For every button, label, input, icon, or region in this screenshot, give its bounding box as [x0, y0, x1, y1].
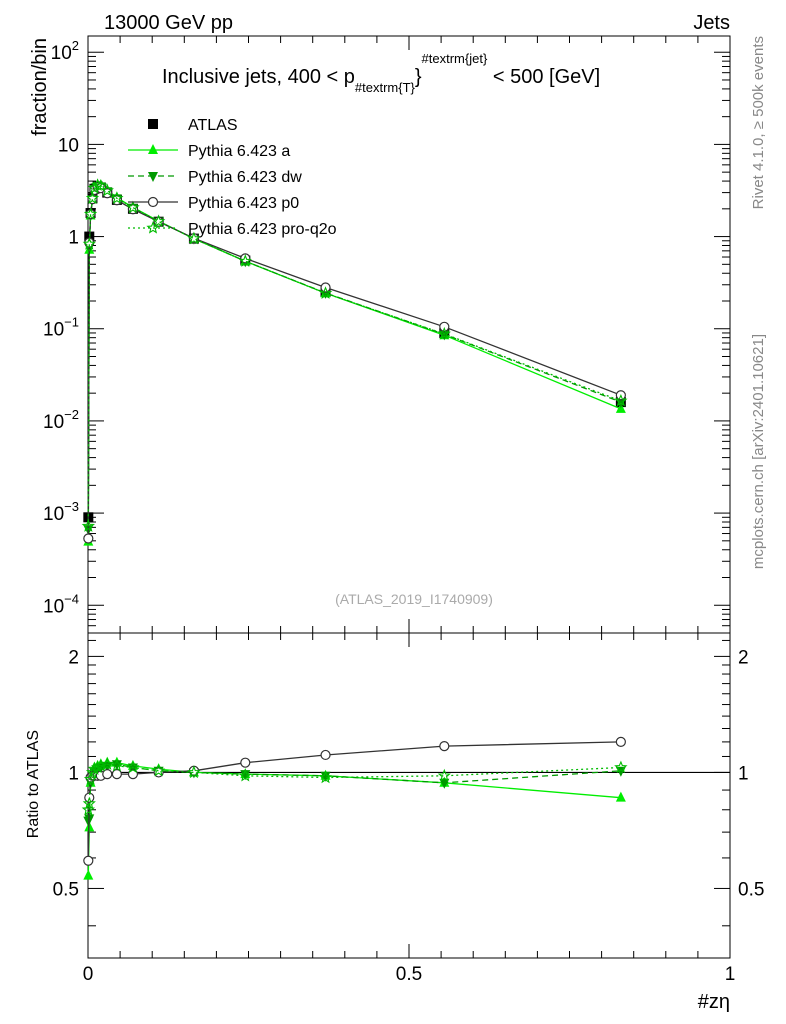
ratio-line-pythia_p0	[87, 741, 621, 861]
ratio-line-pythia_proq2o	[87, 763, 621, 810]
data-point-pythia_proq2o	[152, 214, 166, 228]
y-axis-label: fraction/bin	[29, 38, 51, 136]
ratio-point-pythia_p0	[240, 757, 251, 768]
data-point-pythia_proq2o	[238, 254, 252, 267]
chart-title: Inclusive jets, 400 < p#textrm{T}}#textr…	[162, 51, 600, 95]
y-tick-label: 10−3	[43, 499, 79, 525]
data-point-pythia_proq2o	[437, 326, 451, 340]
series-line-pythia_a	[87, 184, 622, 542]
data-point-pythia_proq2o	[187, 231, 201, 245]
ratio-y-axis-label: Ratio to ATLAS	[25, 730, 42, 838]
y-tick-label: 102	[51, 38, 79, 64]
ratio-point-pythia_proq2o	[437, 768, 451, 782]
data-point-pythia_proq2o	[318, 286, 333, 299]
ratio-plot-frame	[87, 632, 731, 959]
ratio-point-pythia_p0	[102, 769, 113, 780]
y-tick-label: 10−1	[43, 315, 79, 341]
ratio-point-pythia_proq2o	[110, 758, 124, 772]
side-text-top: Rivet 4.1.0, ≥ 500k events	[750, 36, 767, 209]
x-tick-label: 1	[725, 964, 736, 985]
ratio-point-pythia_proq2o	[82, 796, 96, 810]
legend-marker-pythia_proq2o	[146, 220, 160, 234]
legend-marker-pythia_dw	[148, 172, 158, 182]
data-point-pythia_proq2o	[82, 236, 96, 250]
ratio-point-pythia_proq2o	[614, 760, 628, 774]
legend-marker-data	[148, 119, 158, 129]
ratio-point-pythia_dw	[439, 778, 450, 789]
ratio-point-pythia_proq2o	[187, 765, 201, 779]
ratio-point-pythia_proq2o	[238, 768, 252, 782]
ratio-y-tick-label: 0.5	[53, 879, 79, 900]
x-axis-label: #zη	[698, 991, 730, 1013]
x-tick-label: 0	[83, 964, 94, 985]
ratio-y-tick-label-right: 2	[738, 647, 749, 668]
ratio-y-tick-label: 1	[68, 763, 79, 784]
axis-ticks: 0 0.5 1 102 10 1 10−1 10−2 10−3 10−4 0.5 0.5 1 1 2 2	[43, 36, 764, 985]
ratio-point-pythia_p0	[111, 769, 122, 780]
data-point-pythia_proq2o	[110, 191, 124, 205]
x-tick-label: 0.5	[396, 964, 422, 985]
ratio-point-pythia_proq2o	[318, 770, 333, 784]
series-line-pythia_p0	[87, 186, 622, 539]
data-point-pythia_proq2o	[94, 178, 108, 192]
legend-label-pythia_p0: Pythia 6.423 p0	[188, 195, 299, 212]
data-point-pythia_proq2o	[85, 191, 100, 205]
data-point-pythia_proq2o	[83, 207, 98, 220]
ratio-point-pythia_proq2o	[94, 758, 108, 772]
data-point-pythia_proq2o	[100, 183, 114, 197]
ratio-series-layer	[81, 736, 730, 880]
main-plot-frame	[87, 35, 731, 634]
ratio-point-pythia_p0	[320, 749, 331, 761]
header-left: 13000 GeV pp	[104, 12, 233, 34]
data-point-pythia_p0	[83, 533, 94, 544]
data-point-pythia_proq2o	[126, 200, 140, 214]
ratio-point-pythia_proq2o	[126, 760, 140, 774]
ratio-y-tick-label-right: 0.5	[738, 879, 764, 900]
side-text-bottom: mcplots.cern.ch [arXiv:2401.10621]	[750, 334, 767, 569]
ratio-point-pythia_proq2o	[100, 757, 114, 770]
legend-marker-pythia_p0	[147, 196, 159, 208]
legend-label-data: ATLAS	[188, 117, 238, 134]
ratio-point-pythia_p0	[83, 855, 94, 866]
y-tick-label: 10	[58, 135, 79, 156]
legend: ATLAS Pythia 6.423 a Pythia 6.423 dw Pythia…	[128, 117, 337, 238]
series-line-pythia_dw	[87, 185, 622, 530]
data-point-pythia_proq2o	[81, 519, 96, 532]
ratio-point-pythia_proq2o	[83, 772, 98, 785]
y-tick-label: 1	[68, 228, 79, 249]
ratio-y-tick-label-right: 1	[738, 763, 749, 784]
legend-marker-pythia_a	[148, 144, 158, 154]
legend-label-pythia_dw: Pythia 6.423 dw	[188, 169, 302, 186]
ratio-point-pythia_p0	[439, 741, 450, 752]
ratio-point-pythia_a	[615, 791, 626, 802]
ratio-point-pythia_p0	[615, 736, 626, 748]
data-point-pythia_proq2o	[614, 393, 628, 407]
data-point-pythia_dw	[439, 330, 450, 341]
ratio-point-pythia_a	[83, 869, 94, 880]
ratio-point-pythia_proq2o	[152, 763, 166, 777]
main-series-layer	[81, 178, 628, 546]
ratio-point-pythia_dw	[240, 770, 251, 781]
ratio-line-pythia_a	[87, 762, 621, 876]
y-tick-label: 10−4	[43, 591, 79, 617]
ratio-point-pythia_dw	[320, 771, 331, 782]
data-point-pythia_p0	[439, 321, 450, 332]
title-brace-open: }	[415, 66, 422, 88]
data-point-pythia_p0	[240, 253, 251, 264]
legend-label-pythia_proq2o: Pythia 6.423 pro-q2o	[188, 221, 337, 238]
legend-label-pythia_a: Pythia 6.423 a	[188, 143, 290, 160]
series-line-pythia_proq2o	[87, 184, 622, 527]
header-right: Jets	[693, 12, 730, 34]
y-tick-label: 10−2	[43, 407, 79, 433]
ratio-y-tick-label: 2	[68, 647, 79, 668]
analysis-id: (ATLAS_2019_I1740909)	[335, 591, 493, 607]
